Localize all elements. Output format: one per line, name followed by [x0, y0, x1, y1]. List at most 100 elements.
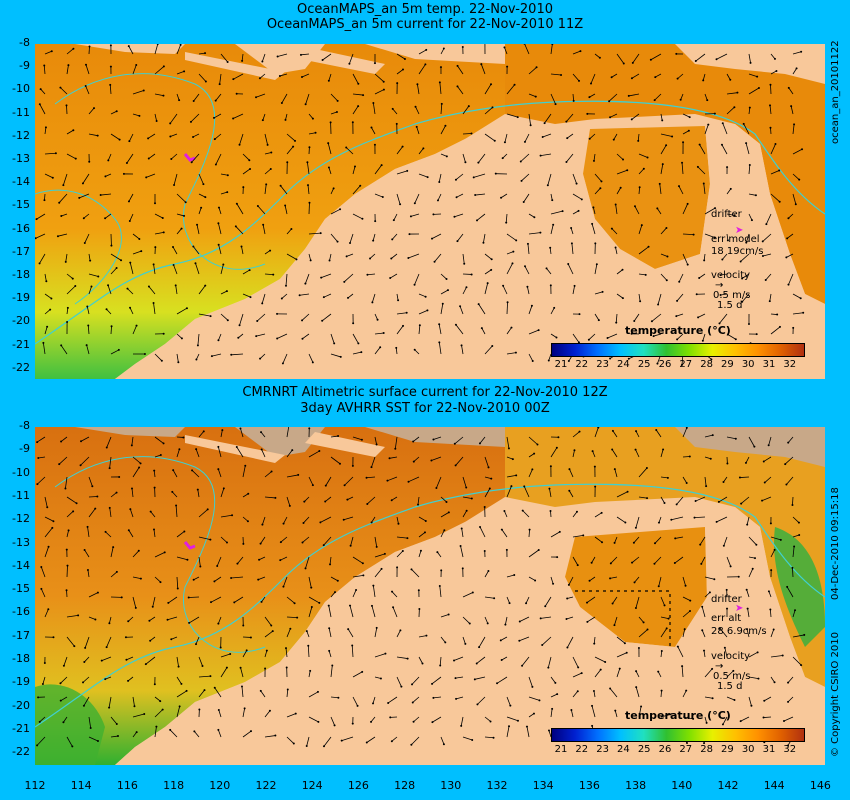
current-vector [461, 345, 464, 355]
current-vector-head [84, 63, 87, 66]
current-vector-head [170, 638, 173, 641]
current-vector [792, 546, 795, 558]
current-vector-head [193, 730, 196, 733]
current-vector [374, 332, 384, 335]
current-vector [588, 333, 596, 340]
current-vector [455, 173, 464, 181]
bottom-err-values: 28 6.9cm/s [711, 626, 767, 637]
current-vector [352, 185, 361, 195]
current-vector [550, 693, 558, 698]
current-vector [660, 227, 667, 235]
current-vector-head [476, 703, 479, 706]
current-vector-head [656, 207, 659, 210]
current-vector-head [46, 506, 49, 509]
current-vector-head [186, 558, 189, 561]
current-vector [720, 273, 728, 276]
x-axis-label: 126 [347, 779, 369, 792]
current-vector [589, 576, 596, 582]
current-vector [682, 427, 688, 438]
current-vector [231, 576, 244, 579]
current-vector-head [104, 217, 107, 220]
current-vector-head [494, 172, 497, 175]
current-vector [770, 313, 778, 315]
current-vector [682, 610, 691, 618]
current-vector [231, 353, 244, 356]
current-vector-head [311, 117, 314, 120]
current-vector [572, 672, 582, 678]
current-vector [218, 223, 222, 235]
current-vector [459, 306, 464, 315]
current-vector [461, 528, 464, 538]
current-vector-head [566, 646, 569, 649]
current-vector [372, 585, 376, 598]
current-vector-head [351, 464, 354, 467]
current-vector-head [299, 53, 302, 56]
current-vector-head [674, 537, 677, 540]
current-vector [100, 193, 112, 196]
current-vector [792, 312, 804, 315]
current-vector-head [303, 500, 306, 503]
current-vector-head [614, 246, 617, 249]
current-vector [372, 233, 376, 241]
current-vector-head [763, 481, 766, 484]
current-vector-head [681, 161, 684, 164]
current-vector-head [178, 99, 181, 102]
current-vector-head [332, 187, 335, 190]
current-vector-head [720, 143, 723, 146]
current-vector [44, 326, 48, 335]
current-vector [110, 716, 118, 725]
current-vector-head [775, 69, 778, 72]
current-vector-head [406, 657, 409, 660]
current-vector-head [347, 628, 350, 631]
current-vector [284, 205, 288, 215]
bottom-colorbar-title: temperature (°C) [625, 709, 731, 722]
current-vector [615, 204, 618, 215]
current-vector-head [142, 89, 145, 92]
current-vector-head [297, 473, 300, 476]
current-vector [88, 476, 93, 487]
current-vector [108, 696, 112, 708]
current-vector-head [460, 724, 463, 727]
current-vector-head [52, 520, 55, 523]
current-vector-head [489, 720, 492, 723]
current-vector-head [212, 116, 215, 119]
current-vector [132, 113, 140, 117]
current-vector-head [773, 681, 776, 684]
current-vector [527, 286, 530, 295]
current-vector-head [169, 122, 172, 125]
current-vector [374, 653, 386, 658]
current-vector-head [108, 506, 111, 509]
current-vector-head [333, 342, 336, 345]
current-vector-head [60, 344, 63, 347]
current-vector [308, 113, 314, 119]
current-vector-head [657, 521, 660, 524]
current-vector-head [660, 689, 663, 692]
current-vector [616, 668, 621, 678]
current-vector [393, 213, 398, 221]
current-vector-head [460, 344, 463, 347]
current-vector-head [175, 504, 178, 507]
current-vector [550, 210, 563, 215]
current-vector-head [258, 558, 261, 561]
current-vector-head [399, 629, 402, 632]
current-vector [308, 670, 311, 678]
current-vector-head [688, 609, 691, 612]
current-vector-head [436, 199, 439, 202]
current-vector [455, 676, 464, 679]
current-vector [524, 44, 530, 55]
current-vector-head [108, 706, 111, 709]
current-vector-head [787, 681, 790, 684]
current-vector-head [328, 649, 331, 652]
current-vector-head [705, 485, 708, 488]
current-vector [473, 173, 486, 178]
current-vector [44, 193, 46, 201]
current-vector-head [239, 427, 242, 430]
current-vector-head [649, 58, 652, 61]
current-vector [550, 676, 556, 684]
current-vector-head [631, 61, 634, 64]
current-vector-head [692, 717, 695, 720]
current-vector-head [204, 196, 207, 199]
current-vector [374, 536, 378, 547]
current-vector-head [217, 468, 220, 471]
current-vector-head [580, 672, 583, 675]
